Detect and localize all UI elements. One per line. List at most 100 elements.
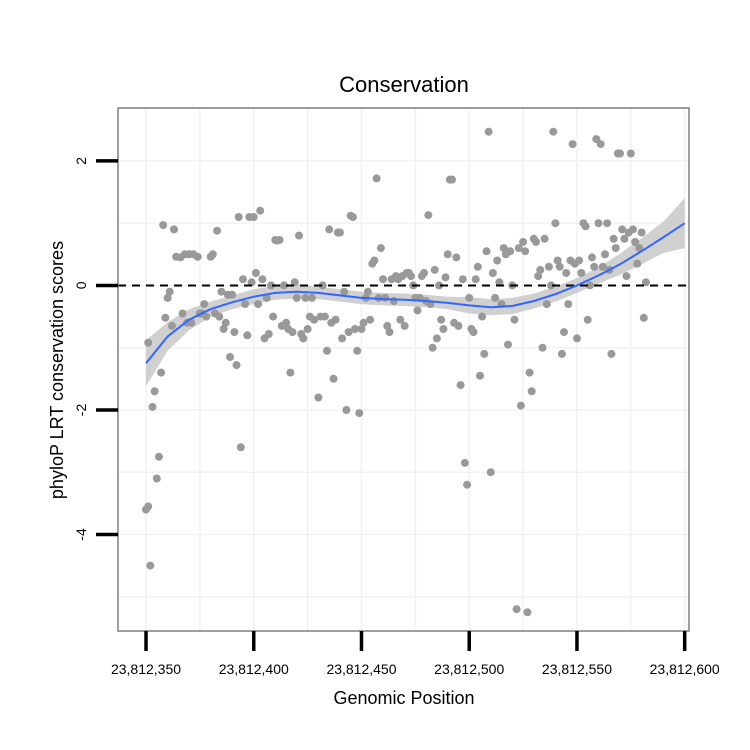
data-point (484, 127, 493, 136)
data-point (407, 272, 415, 281)
x-tick-label: 23,812,600 (650, 661, 720, 677)
data-point (226, 353, 234, 361)
x-tick-label: 23,812,350 (111, 661, 181, 677)
data-point (340, 287, 349, 296)
data-point (170, 225, 178, 234)
data-point (603, 219, 612, 228)
data-point (267, 281, 275, 290)
data-point (243, 331, 252, 340)
data-point (239, 275, 247, 284)
data-point (338, 334, 347, 343)
data-point (540, 234, 549, 243)
data-point (435, 281, 444, 290)
points-layer (142, 127, 650, 617)
data-point (344, 328, 353, 337)
data-point (331, 315, 340, 324)
data-point (144, 338, 153, 347)
data-point (441, 273, 450, 282)
data-point (318, 281, 327, 290)
x-tick-label: 23,812,550 (542, 661, 612, 677)
data-point (193, 252, 202, 261)
data-point (562, 269, 571, 277)
data-point (282, 318, 291, 327)
data-point (463, 480, 472, 489)
data-point (323, 346, 331, 355)
data-point (366, 315, 375, 324)
x-axis-title: Genomic Position (333, 688, 474, 708)
data-point (420, 269, 428, 277)
data-point (152, 474, 161, 483)
data-point (359, 318, 368, 327)
data-point (532, 237, 540, 246)
data-point (534, 272, 543, 281)
data-point (639, 313, 648, 322)
data-point (200, 300, 209, 309)
data-point (314, 393, 323, 402)
data-point (510, 315, 519, 324)
data-point (514, 244, 523, 253)
data-point (150, 387, 159, 396)
data-point (355, 409, 364, 418)
data-point (598, 262, 607, 271)
data-point (295, 231, 303, 240)
data-point (290, 278, 299, 287)
data-point (396, 315, 405, 324)
data-point (620, 234, 629, 243)
data-point (568, 140, 577, 149)
data-point (590, 262, 599, 271)
data-point (249, 213, 258, 221)
data-point (372, 174, 381, 183)
data-point (469, 328, 478, 337)
panel-border (117, 107, 690, 632)
data-point (473, 262, 482, 271)
data-point (251, 269, 260, 277)
data-point (215, 312, 224, 321)
smooth-fit-line (145, 222, 686, 364)
data-point (432, 334, 441, 343)
data-point (493, 256, 502, 265)
data-point (516, 401, 525, 410)
data-point (488, 269, 497, 277)
data-point (577, 269, 586, 277)
data-point (553, 256, 562, 265)
data-point (217, 287, 226, 296)
data-point (482, 247, 491, 256)
data-point (512, 605, 521, 614)
data-point (430, 265, 439, 274)
data-point (465, 293, 474, 302)
data-point (230, 328, 239, 337)
data-point (353, 346, 362, 355)
data-point (611, 244, 620, 253)
data-point (389, 297, 398, 305)
data-point (443, 250, 452, 259)
data-point (460, 458, 469, 467)
data-point (538, 343, 547, 352)
data-point (146, 561, 155, 570)
smooth-line-layer (118, 222, 689, 364)
data-point (376, 244, 385, 253)
data-point (357, 325, 366, 333)
data-point (523, 608, 532, 617)
x-tick-label: 23,812,450 (326, 661, 396, 677)
data-point (525, 368, 534, 377)
data-point (585, 281, 594, 290)
x-axis: 23,812,350 23,812,400 23,812,450 23,812,500… (111, 631, 720, 677)
confidence-ribbon-layer (146, 198, 685, 387)
data-point (547, 281, 556, 290)
data-point (637, 228, 646, 237)
data-point (542, 300, 551, 309)
data-point (228, 290, 237, 299)
data-point (310, 315, 319, 324)
data-point (148, 402, 157, 411)
data-point (452, 253, 461, 262)
data-point (573, 334, 581, 343)
y-tick-label: 2 (73, 157, 89, 165)
data-point (208, 250, 217, 259)
data-point (428, 343, 437, 352)
data-point (299, 334, 308, 343)
data-point (254, 300, 263, 309)
data-point (154, 452, 163, 461)
data-point (601, 250, 609, 259)
data-point (247, 278, 256, 287)
